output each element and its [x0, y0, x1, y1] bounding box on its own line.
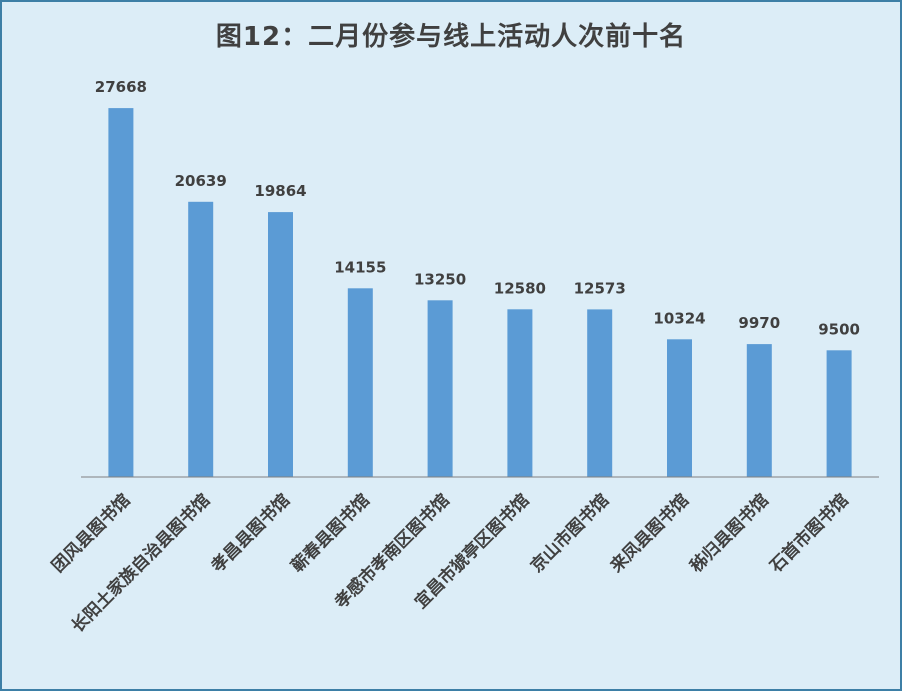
value-label-5: 13250 [414, 270, 466, 288]
bar-7 [587, 309, 613, 477]
category-label-9: 秭归县图书馆 [686, 490, 773, 577]
bar-6 [507, 309, 533, 477]
bar-9 [746, 344, 772, 477]
chart-title: 图12：二月份参与线上活动人次前十名 [215, 22, 687, 52]
category-label-4: 蕲春县图书馆 [287, 490, 374, 577]
bars-group [108, 108, 852, 478]
value-label-1: 27668 [95, 78, 147, 96]
value-label-6: 12580 [494, 279, 546, 297]
value-label-3: 19864 [254, 182, 306, 200]
value-label-9: 9970 [738, 314, 780, 332]
category-labels-group: 团风县图书馆长阳土家族自治县图书馆孝昌县图书馆蕲春县图书馆孝感市孝南区图书馆宜昌… [47, 490, 852, 637]
bar-10 [826, 350, 852, 477]
category-label-2: 长阳土家族自治县图书馆 [67, 490, 214, 637]
bar-2 [188, 201, 214, 478]
bar-8 [667, 339, 692, 477]
category-label-10: 石首市图书馆 [765, 490, 853, 578]
bar-5 [427, 300, 453, 477]
bar-1 [108, 108, 134, 477]
value-label-7: 12573 [574, 279, 626, 297]
value-label-4: 14155 [334, 258, 386, 276]
category-label-7: 京山市图书馆 [526, 490, 613, 577]
bar-4 [347, 288, 373, 477]
value-label-10: 9500 [818, 320, 860, 338]
value-labels-group: 27668 20639 19864 14155 13250 12580 12573 10324… [95, 78, 860, 338]
category-label-8: 来凤县图书馆 [605, 490, 693, 578]
category-label-1: 团风县图书馆 [47, 490, 134, 577]
value-label-2: 20639 [175, 172, 227, 190]
category-label-3: 孝昌县图书馆 [207, 490, 294, 577]
value-label-8: 10324 [653, 309, 705, 327]
bar-3 [268, 212, 293, 477]
